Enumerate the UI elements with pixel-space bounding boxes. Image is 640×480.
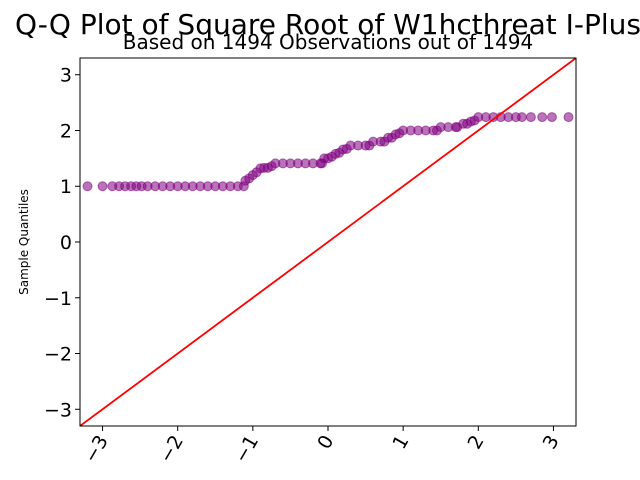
y-tick-label: −2: [44, 344, 72, 366]
x-tick-label: 1: [388, 432, 413, 453]
y-axis-label: Sample Quantiles: [17, 189, 31, 295]
y-tick-label: 2: [60, 120, 72, 142]
data-point: [516, 112, 527, 123]
chart-subtitle: Based on 1494 Observations out of 1494: [123, 30, 534, 54]
y-tick-label: −1: [44, 288, 72, 310]
y-tick-label: 1: [60, 176, 72, 198]
x-tick-label: 0: [313, 432, 338, 453]
data-points: [82, 112, 574, 192]
chart-title: Q-Q Plot of Square Root of W1hcthreat I-…: [15, 8, 640, 41]
x-tick-label: −1: [230, 432, 263, 467]
data-point: [97, 181, 108, 192]
x-tick-label: −3: [80, 432, 113, 467]
data-point: [563, 112, 574, 123]
y-tick-label: 3: [60, 65, 72, 87]
y-tick-label: −3: [44, 399, 72, 421]
reference-line: [80, 58, 576, 426]
x-tick-label: 3: [539, 432, 564, 453]
data-point: [546, 112, 557, 123]
x-tick-label: 2: [464, 432, 489, 453]
data-point: [525, 112, 536, 123]
x-tick-label: −2: [155, 432, 188, 467]
data-point: [82, 181, 93, 192]
data-point: [537, 112, 548, 123]
reference-line-layer: [80, 58, 576, 426]
y-tick-label: 0: [60, 232, 72, 254]
